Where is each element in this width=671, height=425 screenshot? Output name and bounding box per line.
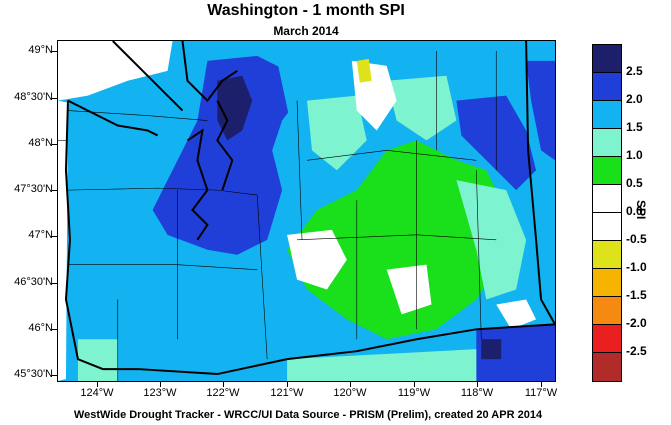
lon-label: 117°W bbox=[524, 387, 558, 399]
lat-tick bbox=[52, 51, 57, 52]
lat-label: 48°N bbox=[28, 137, 53, 149]
legend-label: 1.5 bbox=[626, 120, 643, 134]
map-subtitle: March 2014 bbox=[273, 24, 339, 38]
legend-swatch bbox=[593, 101, 621, 129]
legend-title: SPI bbox=[634, 200, 648, 220]
lat-label: 45°30'N bbox=[14, 368, 53, 380]
legend-swatch bbox=[593, 353, 621, 381]
legend-label: -1.5 bbox=[626, 288, 647, 302]
lon-tick bbox=[97, 382, 98, 387]
legend-label: 1.0 bbox=[626, 148, 643, 162]
legend-label: 2.0 bbox=[626, 92, 643, 106]
lat-label: 49°N bbox=[28, 44, 53, 56]
legend-swatch bbox=[593, 297, 621, 325]
legend-swatch bbox=[593, 213, 621, 241]
lat-tick bbox=[52, 190, 57, 191]
map-title: Washington - 1 month SPI bbox=[207, 2, 405, 19]
lat-tick bbox=[52, 283, 57, 284]
lon-tick bbox=[160, 382, 161, 387]
lat-tick bbox=[52, 144, 57, 145]
legend-swatch bbox=[593, 185, 621, 213]
legend-swatch bbox=[593, 325, 621, 353]
credit-footer: WestWide Drought Tracker - WRCC/UI Data … bbox=[73, 409, 543, 421]
legend-swatch bbox=[593, 45, 621, 73]
lon-label: 124°W bbox=[80, 387, 114, 399]
lat-label: 46°30'N bbox=[14, 276, 53, 288]
lat-label: 48°30'N bbox=[14, 91, 53, 103]
legend-label: 0.5 bbox=[626, 176, 643, 190]
lon-tick bbox=[541, 382, 542, 387]
legend-swatch bbox=[593, 129, 621, 157]
lon-label: 122°W bbox=[206, 387, 240, 399]
lat-tick bbox=[52, 236, 57, 237]
lon-tick bbox=[414, 382, 415, 387]
lon-label: 123°W bbox=[143, 387, 177, 399]
lat-label: 47°30'N bbox=[14, 183, 53, 195]
legend-label: -1.0 bbox=[626, 260, 647, 274]
legend-label: 0.0 bbox=[626, 204, 643, 218]
legend-swatch bbox=[593, 157, 621, 185]
legend-label: -2.0 bbox=[626, 316, 647, 330]
lon-tick bbox=[287, 382, 288, 387]
lon-label: 121°W bbox=[270, 387, 304, 399]
legend-label: -0.5 bbox=[626, 232, 647, 246]
lat-tick bbox=[52, 329, 57, 330]
legend-label: 2.5 bbox=[626, 64, 643, 78]
legend-label: -2.5 bbox=[626, 344, 647, 358]
lon-tick bbox=[350, 382, 351, 387]
lat-label: 47°N bbox=[28, 229, 53, 241]
legend-swatch bbox=[593, 241, 621, 269]
lon-label: 118°W bbox=[460, 387, 494, 399]
lat-label: 46°N bbox=[28, 322, 53, 334]
spi-legend bbox=[592, 44, 622, 382]
spi-map bbox=[57, 40, 556, 382]
legend-swatch bbox=[593, 269, 621, 297]
lat-tick bbox=[52, 375, 57, 376]
legend-swatch bbox=[593, 73, 621, 101]
lon-tick bbox=[477, 382, 478, 387]
lon-tick bbox=[223, 382, 224, 387]
lon-label: 119°W bbox=[397, 387, 431, 399]
lon-label: 120°W bbox=[333, 387, 367, 399]
spi-map-canvas bbox=[58, 41, 555, 381]
lat-tick bbox=[52, 98, 57, 99]
